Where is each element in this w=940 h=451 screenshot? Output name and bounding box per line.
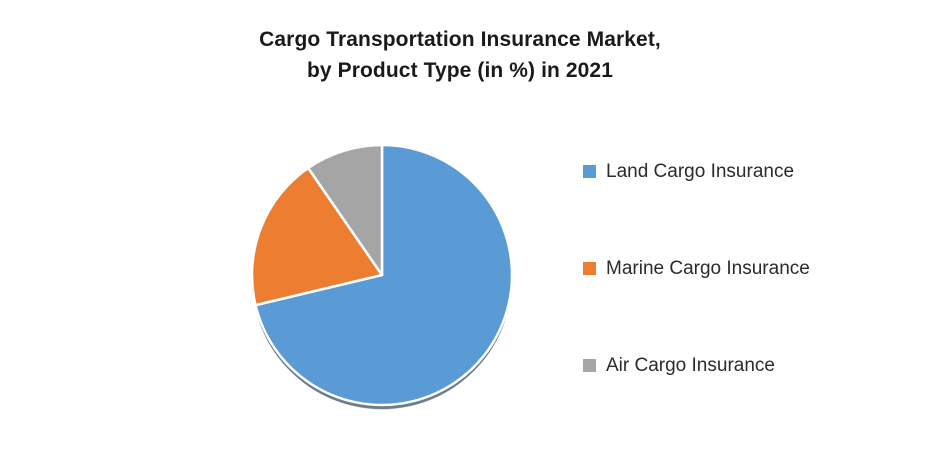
legend-swatch-icon-air <box>583 359 596 372</box>
pie-slice-air-cargo-insurance[interactable] <box>306 143 384 277</box>
pie-slices-group <box>250 143 514 407</box>
chart-title-line-2: by Product Type (in %) in 2021 <box>306 59 613 82</box>
chart-legend: Land Cargo Insurance Marine Cargo Insura… <box>583 160 923 451</box>
legend-item-air-cargo-insurance[interactable]: Air Cargo Insurance <box>583 354 923 451</box>
pie-svg <box>250 143 514 410</box>
legend-swatch-icon-marine <box>583 262 596 275</box>
legend-item-marine-cargo-insurance[interactable]: Marine Cargo Insurance <box>583 257 923 354</box>
legend-label-land: Land Cargo Insurance <box>606 161 795 182</box>
pie-plot-area <box>232 130 542 430</box>
chart-title-line-1: Cargo Transportation Insurance Market, <box>259 28 661 51</box>
legend-label-air: Air Cargo Insurance <box>606 355 775 376</box>
legend-label-marine: Marine Cargo Insurance <box>606 258 810 279</box>
pie-slice-land-cargo-insurance[interactable] <box>254 143 514 407</box>
pie-slice-marine-cargo-insurance[interactable] <box>250 166 384 307</box>
legend-swatch-icon-land <box>583 165 596 178</box>
legend-item-land-cargo-insurance[interactable]: Land Cargo Insurance <box>583 160 923 257</box>
chart-title: Cargo Transportation Insurance Market, b… <box>0 24 920 86</box>
